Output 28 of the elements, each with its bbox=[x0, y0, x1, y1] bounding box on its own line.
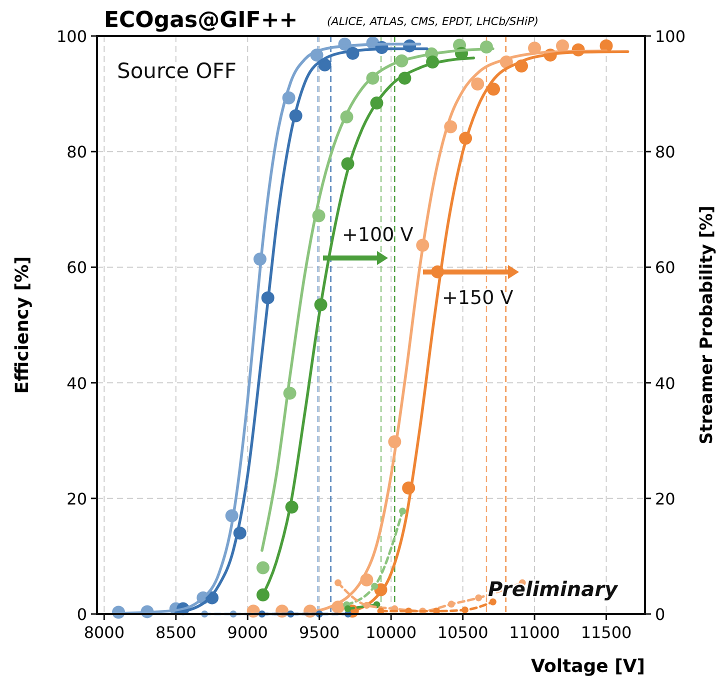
y-tick-label: 60 bbox=[66, 258, 87, 278]
y2-tick-label: 80 bbox=[655, 142, 676, 162]
y2-axis-title: Streamer Probability [%] bbox=[697, 206, 717, 444]
y-tick-label: 20 bbox=[66, 489, 87, 508]
y-axis-title: Efficiency [%] bbox=[12, 256, 33, 394]
y-tick-label: 0 bbox=[76, 605, 87, 624]
y2-tick-label: 0 bbox=[655, 605, 666, 624]
x-axis-title: Voltage [V] bbox=[531, 656, 645, 677]
x-tick-label: 9500 bbox=[298, 623, 340, 642]
chart-subtitle: (ALICE, ATLAS, CMS, EPDT, LHCb/SHiP) bbox=[327, 15, 538, 28]
y2-tick-label: 40 bbox=[655, 374, 676, 393]
x-tick-label: 10500 bbox=[437, 623, 488, 642]
x-tick-label: 10000 bbox=[366, 623, 417, 642]
x-tick-label: 9000 bbox=[227, 623, 268, 642]
x-tick-label: 8000 bbox=[84, 623, 125, 642]
y-tick-label: 80 bbox=[66, 142, 87, 162]
y2-tick-label: 20 bbox=[655, 489, 676, 508]
y-tick-label: 40 bbox=[66, 374, 87, 393]
y2-tick-label: 60 bbox=[655, 258, 676, 278]
y-tick-label: 100 bbox=[56, 27, 87, 46]
x-tick-label: 8500 bbox=[156, 623, 196, 642]
x-tick-label: 11000 bbox=[509, 623, 560, 642]
annotation: Source OFF bbox=[117, 59, 236, 83]
y2-tick-label: 100 bbox=[655, 27, 686, 46]
annotation: +150 V bbox=[442, 287, 514, 309]
x-tick-label: 11500 bbox=[580, 623, 632, 642]
annotation: +100 V bbox=[342, 224, 414, 246]
chart-title: ECOgas@GIF++ bbox=[104, 8, 298, 33]
